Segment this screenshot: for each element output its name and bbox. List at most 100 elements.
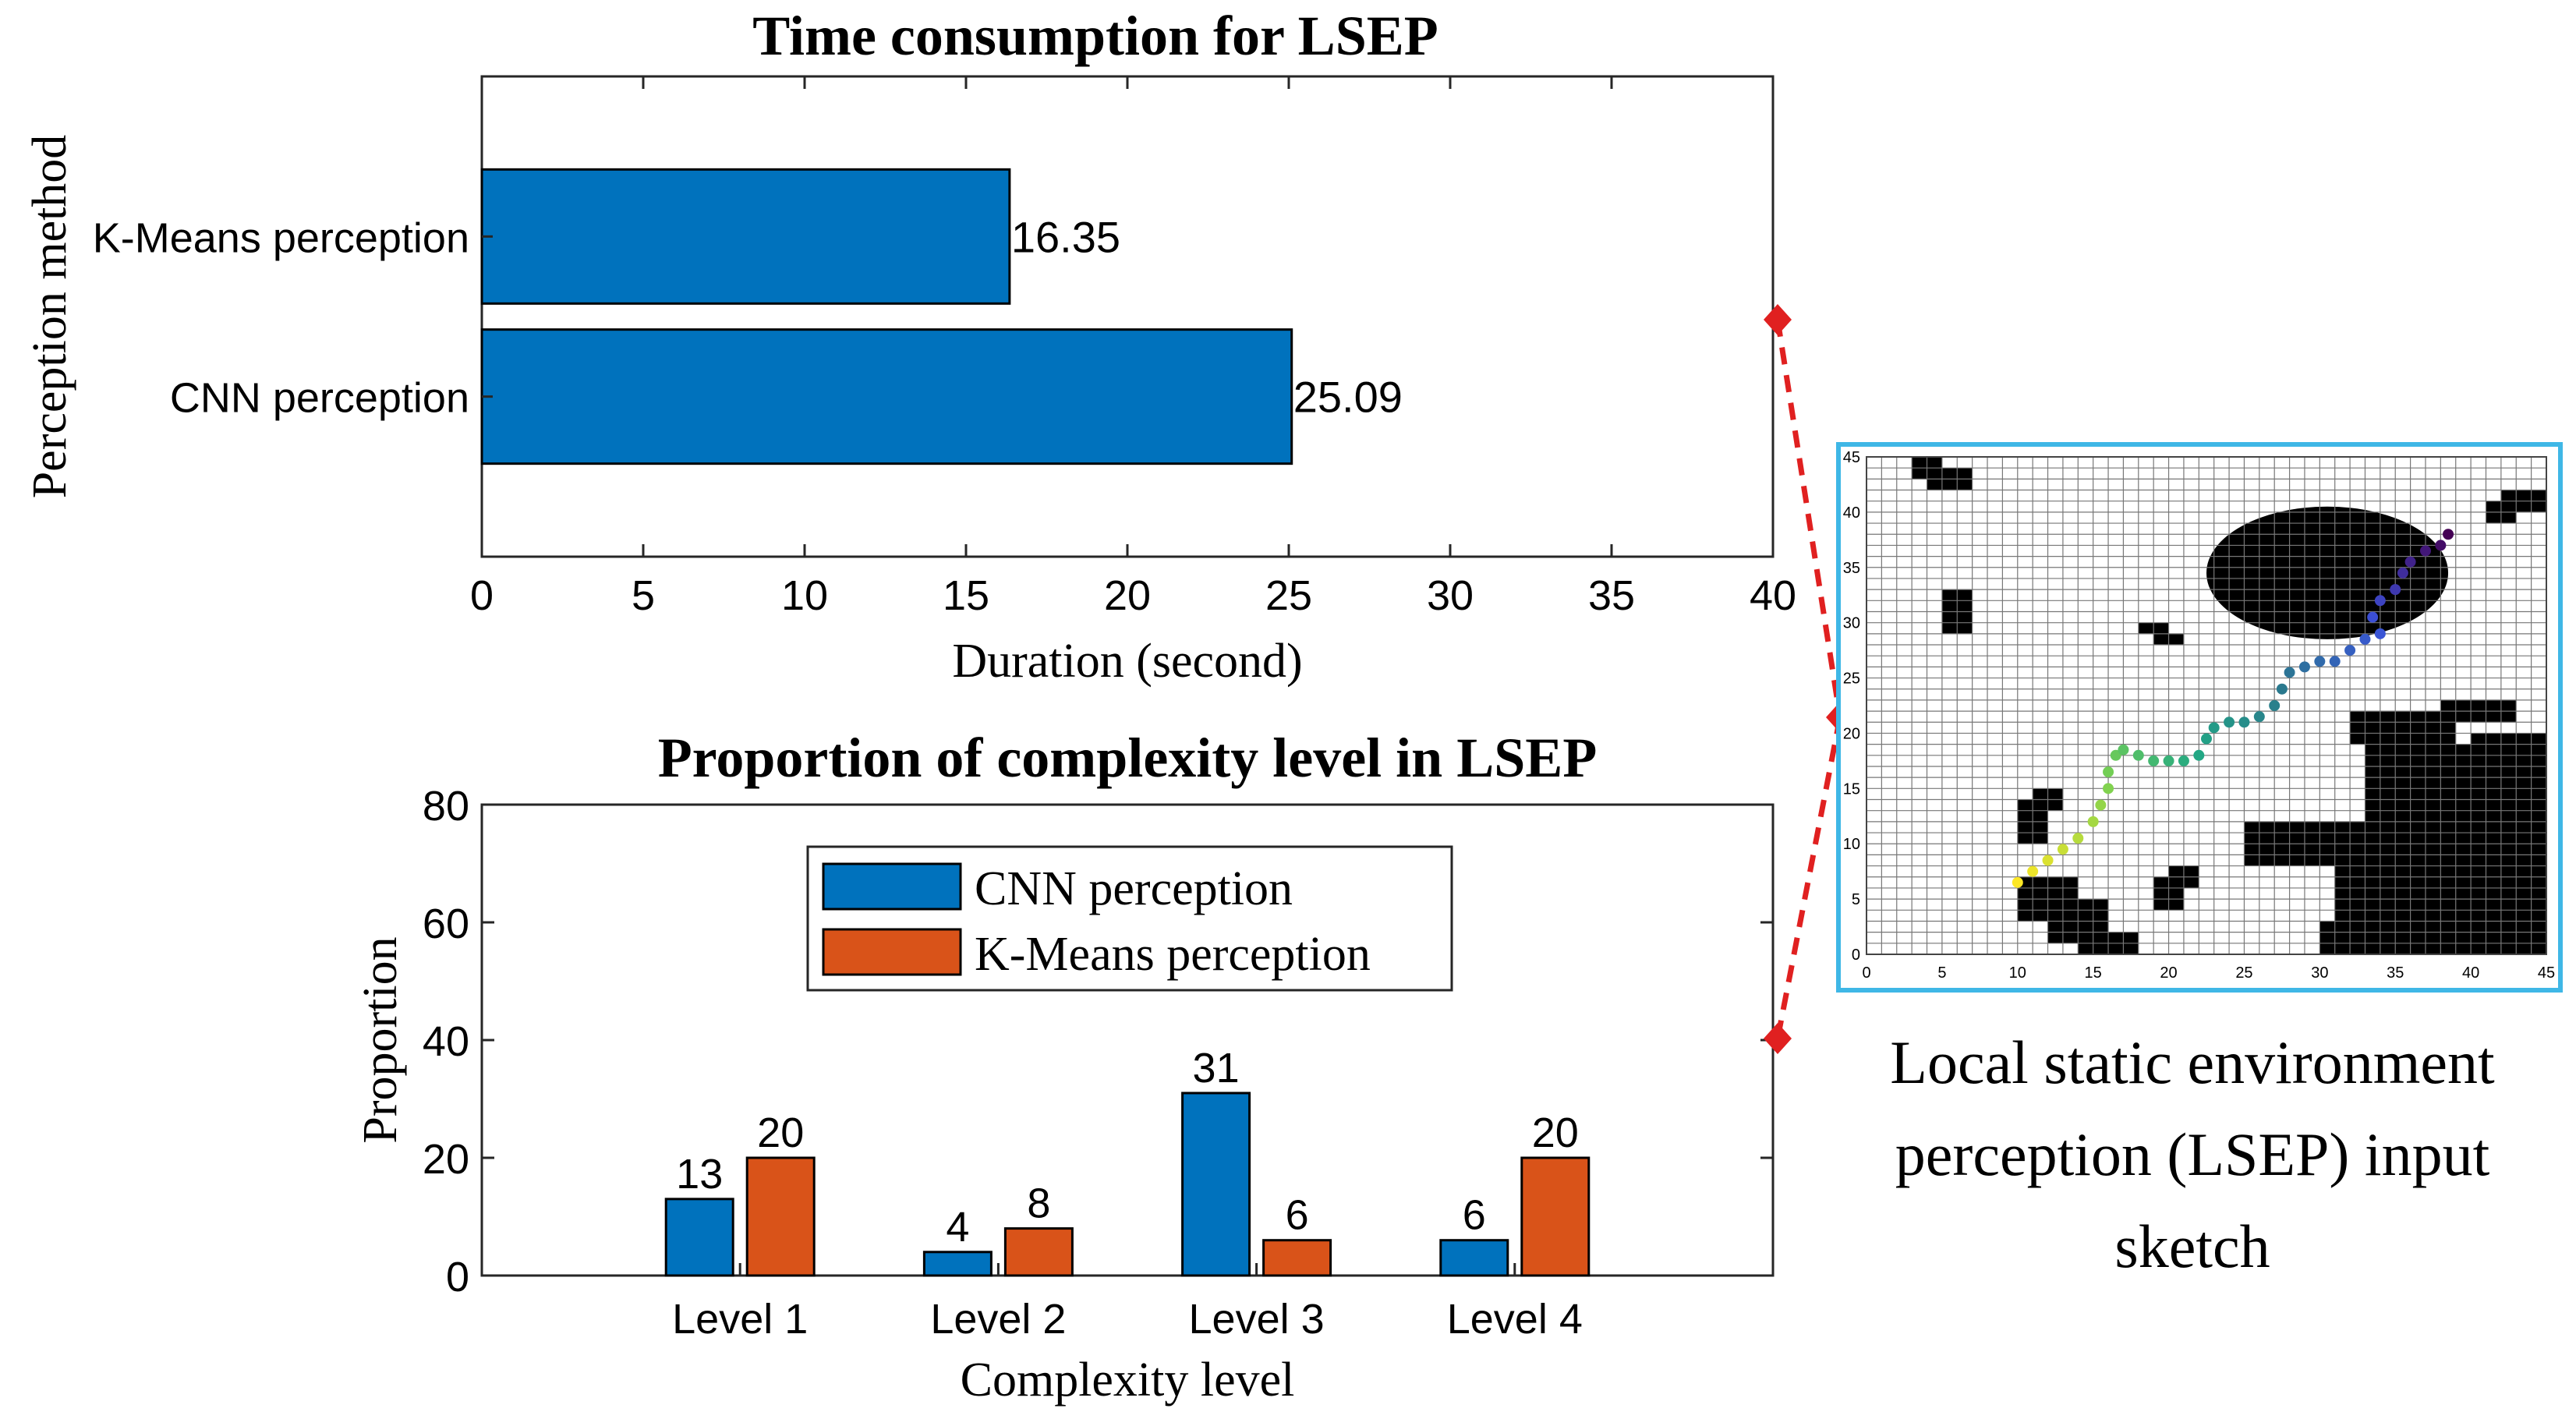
- map-path-point-3: [2057, 844, 2068, 855]
- chart2-xtick-label-2: Level 3: [1189, 1296, 1325, 1343]
- chart2-bar-0-0: [664, 1198, 734, 1277]
- map-path-point-35: [2419, 545, 2431, 557]
- map-path-point-10: [2118, 744, 2129, 756]
- map-ytick-label-5: 25: [1843, 671, 1860, 688]
- map-path-point-31: [2374, 595, 2386, 607]
- map-xtick-label-9: 45: [2538, 964, 2555, 982]
- map-xtick-label-5: 25: [2235, 964, 2252, 982]
- map-ytick-label-2: 10: [1843, 836, 1860, 853]
- chart1-value-label-1: 25.09: [1293, 373, 1403, 422]
- chart1-xtick-label-0: 0: [470, 572, 494, 619]
- chart1-xtick-label-2: 10: [781, 572, 828, 619]
- chart2-legend: CNN perception K-Means perception: [806, 845, 1453, 992]
- chart2-value-label-3-0: 6: [1463, 1192, 1486, 1239]
- chart2-value-label-1-1: 8: [1027, 1180, 1050, 1227]
- map-path-point-1: [2027, 865, 2039, 877]
- map-path-point-0: [2012, 876, 2023, 888]
- chart2-bars: [664, 1092, 1591, 1277]
- chart1-x-ticks: 0 5 10 15 20 25 30 35 40: [470, 76, 1796, 619]
- map-x-ticks: 0 5 10 15 20 25 30 35 40 45: [1862, 964, 2555, 982]
- map-path-point-24: [2298, 661, 2310, 673]
- chart2-value-label-0-1: 20: [757, 1109, 804, 1156]
- map-path-point-33: [2397, 567, 2408, 579]
- map-obstacle-6: [1957, 589, 1973, 601]
- complexity-proportion-chart: Proportion of complexity level in LSEP 1…: [354, 727, 1775, 1407]
- legend-label-cnn: CNN perception: [975, 862, 1293, 915]
- chart2-y-ticks: 0 20 40 60 80: [423, 783, 1773, 1300]
- map-obstacle-22: [2319, 921, 2546, 954]
- map-path-point-7: [2103, 783, 2114, 794]
- chart1-xtick-label-3: 15: [943, 572, 989, 619]
- chart2-bar-0-1: [745, 1156, 816, 1277]
- map-path-points: [2012, 529, 2454, 888]
- chart2-bar-3-0: [1439, 1239, 1509, 1277]
- map-xtick-label-4: 20: [2160, 964, 2177, 982]
- chart2-value-label-3-1: 20: [1532, 1109, 1579, 1156]
- chart2-bar-3-1: [1520, 1156, 1591, 1277]
- map-path-point-37: [2443, 529, 2454, 540]
- map-path-point-32: [2390, 584, 2401, 596]
- map-path-point-4: [2072, 833, 2084, 844]
- chart1-xtick-label-5: 25: [1265, 572, 1312, 619]
- map-xtick-label-2: 10: [2009, 964, 2026, 982]
- chart2-xtick-label-0: Level 1: [672, 1296, 808, 1343]
- chart1-title: Time consumption for LSEP: [752, 5, 1438, 67]
- chart2-ytick-label-3: 60: [423, 901, 469, 947]
- map-path-point-29: [2374, 628, 2386, 639]
- chart2-bar-1-1: [1003, 1227, 1074, 1277]
- chart2-ylabel: Proportion: [354, 936, 407, 1143]
- lsep-caption: Local static environment perception (LSE…: [1809, 1028, 2576, 1308]
- chart1-value-label-0: 16.35: [1011, 212, 1120, 261]
- chart2-ytick-label-0: 0: [446, 1254, 469, 1300]
- map-ytick-label-1: 5: [1852, 891, 1860, 908]
- connector-diamond-top: [1764, 304, 1792, 335]
- connector-line-lower: [1775, 717, 1843, 1039]
- legend-label-kmeans: K-Means perception: [975, 928, 1371, 981]
- chart2-value-label-2-1: 6: [1286, 1192, 1309, 1239]
- map-obstacle-11: [2033, 821, 2048, 833]
- chart2-ytick-label-4: 80: [423, 783, 469, 830]
- legend-swatch-kmeans: [822, 928, 962, 976]
- chart2-xtick-label-3: Level 4: [1447, 1296, 1583, 1343]
- legend-swatch-cnn: [822, 862, 962, 911]
- map-ytick-label-6: 30: [1843, 615, 1860, 632]
- map-path-point-11: [2132, 749, 2144, 761]
- map-xtick-label-7: 35: [2387, 964, 2404, 982]
- map-path-point-6: [2095, 799, 2107, 811]
- chart2-xlabel: Complexity level: [961, 1354, 1295, 1407]
- map-path-point-36: [2435, 540, 2447, 551]
- chart1-ylabel: Perception method: [23, 135, 76, 499]
- chart1-xtick-label-6: 30: [1427, 572, 1474, 619]
- chart2-xtick-label-1: Level 2: [930, 1296, 1066, 1343]
- chart2-ytick-label-2: 40: [423, 1018, 469, 1065]
- map-path-point-22: [2276, 683, 2288, 695]
- chart1-bars: [480, 168, 1293, 465]
- chart2-value-label-1-0: 4: [946, 1204, 969, 1251]
- map-path-point-12: [2148, 755, 2160, 766]
- chart1-xtick-label-1: 5: [632, 572, 655, 619]
- map-path-point-8: [2103, 766, 2114, 778]
- map-obstacle-25: [2471, 733, 2546, 766]
- map-xtick-label-8: 40: [2462, 964, 2479, 982]
- map-ytick-label-9: 45: [1843, 449, 1860, 466]
- chart2-value-label-0-0: 13: [676, 1151, 723, 1198]
- chart1-xtick-label-8: 40: [1750, 572, 1796, 619]
- chart1-bar-1: [480, 328, 1293, 465]
- map-path-point-27: [2344, 645, 2356, 656]
- map-ytick-label-3: 15: [1843, 780, 1860, 798]
- map-path-point-2: [2042, 855, 2054, 866]
- map-obstacle-23: [2350, 711, 2456, 745]
- map-path-point-25: [2314, 656, 2326, 667]
- map-path-point-20: [2253, 711, 2265, 723]
- map-path-point-9: [2110, 749, 2121, 761]
- map-ytick-label-7: 35: [1843, 560, 1860, 577]
- caption-line-1: Local static environment: [1890, 1028, 2495, 1096]
- map-path-point-14: [2178, 755, 2189, 766]
- map-xtick-label-0: 0: [1862, 964, 1870, 982]
- chart2-ytick-label-1: 20: [423, 1136, 469, 1183]
- chart2-bar-2-1: [1262, 1239, 1332, 1277]
- chart1-bar-0: [480, 168, 1011, 305]
- map-xtick-label-3: 15: [2085, 964, 2102, 982]
- caption-line-3: sketch: [2114, 1212, 2270, 1280]
